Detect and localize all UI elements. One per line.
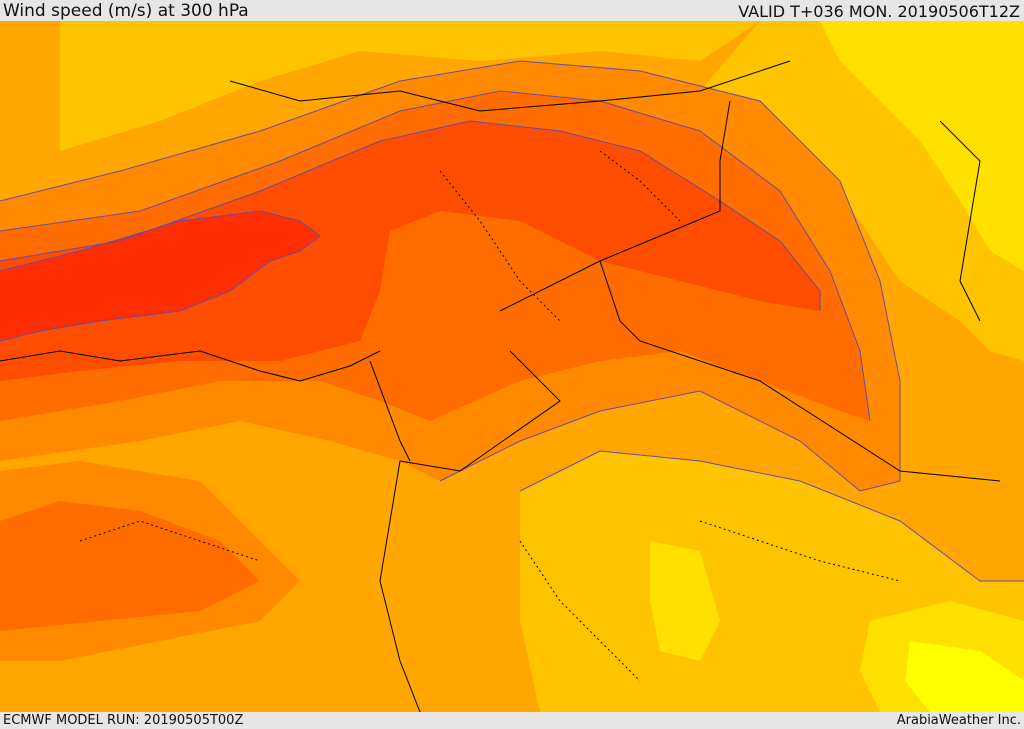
contour-south (519, 450, 1024, 582)
band-yellow-south-1 (650, 541, 720, 661)
province-line-3 (699, 520, 901, 582)
map-title: Wind speed (m/s) at 300 hPa (3, 1, 249, 21)
boundary-coast-med (0, 350, 381, 382)
boundary-saudi (399, 350, 561, 472)
province-line-2 (599, 150, 681, 222)
contour-jet-inner (0, 120, 821, 311)
band-redorange-jet (0, 121, 820, 381)
boundary-jordan (599, 260, 1001, 482)
province-line-1 (439, 170, 561, 322)
contour-jet-outer (0, 60, 901, 492)
valid-time: VALID T+036 MON. 20190506T12Z (738, 2, 1020, 21)
boundary-egypt (369, 360, 411, 462)
country-boundaries (0, 60, 1001, 712)
boundary-north (229, 60, 791, 112)
band-light-northwest (60, 21, 760, 151)
boundary-iraq-west (499, 100, 731, 312)
band-jet-core (0, 211, 320, 341)
boundary-east (939, 120, 981, 322)
header-bar: Wind speed (m/s) at 300 hPa VALID T+036 … (0, 0, 1024, 21)
band-darkorange-southwest (0, 501, 260, 631)
model-run-label: ECMWF MODEL RUN: 20190505T00Z (3, 713, 244, 728)
contour-jet-core (0, 210, 321, 342)
credit-label: ArabiaWeather Inc. (896, 713, 1021, 728)
province-boundaries (79, 150, 901, 682)
province-line-4 (79, 520, 261, 562)
map-canvas (0, 21, 1024, 712)
province-line-5 (519, 540, 641, 682)
band-yellow-northeast (820, 21, 1024, 271)
band-brightest-south (905, 641, 1024, 712)
wind-speed-map[interactable] (0, 21, 1024, 712)
boundary-redsea (379, 460, 421, 712)
footer-bar: ECMWF MODEL RUN: 20190505T00Z ArabiaWeat… (0, 712, 1024, 729)
